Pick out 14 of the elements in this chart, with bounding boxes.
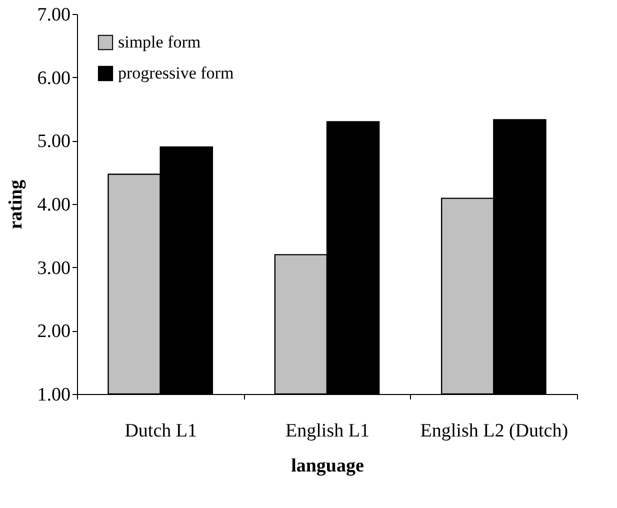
y-axis-title: rating bbox=[5, 179, 26, 230]
x-tick-label: English L2 (Dutch) bbox=[420, 420, 568, 442]
x-tick-label: English L1 bbox=[286, 420, 370, 442]
y-tick-label: 3.00 bbox=[37, 258, 70, 279]
y-tick-label: 1.00 bbox=[37, 384, 70, 406]
x-tick-label: Dutch L1 bbox=[124, 420, 197, 442]
y-tick-label: 5.00 bbox=[37, 131, 70, 152]
y-tick-label: 7.00 bbox=[37, 4, 70, 26]
y-tick-label: 2.00 bbox=[37, 321, 70, 342]
legend-label: progressive form bbox=[118, 64, 234, 82]
y-tick-label: 4.00 bbox=[37, 194, 70, 216]
y-tick-label: 6.00 bbox=[37, 68, 70, 89]
x-axis-title: language bbox=[291, 456, 364, 476]
legend-label: simple form bbox=[118, 32, 201, 52]
